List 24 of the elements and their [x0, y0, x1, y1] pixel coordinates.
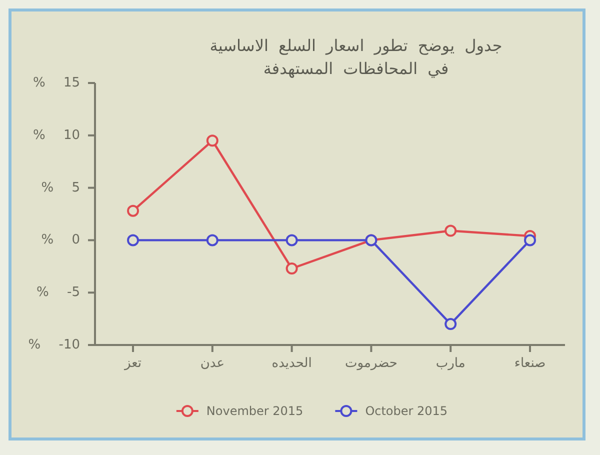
point — [127, 204, 139, 217]
x-tick-label: حضرموت — [344, 356, 398, 371]
point — [127, 234, 139, 246]
point — [286, 234, 298, 246]
point — [444, 224, 457, 237]
legend-label: October 2015 — [365, 404, 448, 418]
x-tick-label: صنعاء — [514, 356, 546, 371]
y-tick-label: % 10 — [32, 128, 80, 143]
point — [286, 262, 298, 274]
point — [206, 134, 218, 147]
y-tick-label: % 5 — [41, 180, 80, 196]
legend-label: November 2015 — [206, 404, 304, 418]
point — [524, 234, 536, 246]
x-tick-label: الحديده — [272, 356, 312, 371]
point — [444, 318, 457, 330]
x-tick-label: عدن — [200, 356, 224, 371]
y-tick-label: % 15 — [32, 76, 80, 90]
y-tick-label: % -10 — [28, 338, 80, 352]
x-tick-label: مارب — [436, 356, 466, 371]
y-tick-label: % -5 — [36, 285, 80, 300]
x-tick-label: تعز — [123, 356, 142, 371]
chart-title: جدول يوضح تطور اسعار السلع الاساسية في المحافظات المستهدفة — [208, 35, 504, 80]
y-tick-label: % 0 — [41, 232, 80, 248]
point — [206, 234, 218, 246]
